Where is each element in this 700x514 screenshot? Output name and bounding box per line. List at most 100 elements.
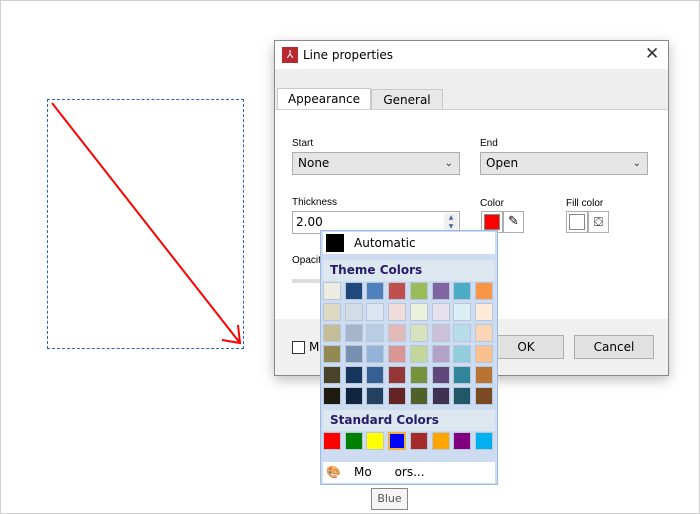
theme-color-swatch[interactable] — [409, 366, 428, 384]
fill-swatch-button[interactable] — [566, 211, 588, 233]
thickness-label: Thickness — [292, 197, 338, 208]
theme-color-swatch[interactable] — [388, 345, 407, 363]
theme-color-swatch[interactable] — [344, 282, 363, 300]
start-value: None — [298, 156, 330, 170]
theme-color-swatch[interactable] — [431, 366, 450, 384]
opacity-label: Opacit — [292, 255, 321, 266]
theme-color-swatch[interactable] — [409, 282, 428, 300]
theme-color-swatch[interactable] — [323, 387, 341, 405]
theme-color-swatch[interactable] — [323, 282, 341, 300]
color-swatch-button[interactable] — [481, 211, 503, 233]
app-icon: ⅄ — [282, 47, 298, 63]
selection-box[interactable] — [47, 99, 244, 349]
theme-color-swatch[interactable] — [431, 282, 450, 300]
theme-color-swatch[interactable] — [366, 387, 385, 405]
start-select[interactable]: None ⌄ — [292, 152, 460, 175]
theme-color-swatch[interactable] — [453, 345, 472, 363]
theme-color-swatch[interactable] — [366, 282, 385, 300]
fill-color-label: Fill color — [566, 198, 604, 209]
tooltip: Blue — [371, 488, 408, 510]
theme-color-swatch[interactable] — [409, 345, 428, 363]
theme-color-swatch[interactable] — [409, 303, 428, 321]
theme-color-swatch[interactable] — [409, 387, 428, 405]
theme-color-swatch[interactable] — [366, 345, 385, 363]
standard-color-swatch[interactable] — [474, 432, 493, 450]
cancel-button[interactable]: Cancel — [574, 335, 654, 359]
current-fill-swatch — [569, 214, 585, 230]
end-select[interactable]: Open ⌄ — [480, 152, 648, 175]
theme-color-swatch[interactable] — [474, 324, 493, 342]
chevron-down-icon: ⌄ — [444, 158, 453, 169]
tab-general[interactable]: General — [371, 89, 443, 109]
theme-color-swatch[interactable] — [431, 345, 450, 363]
more-colors-item[interactable]: 🎨 Mo ors... — [323, 462, 495, 483]
standard-color-swatch[interactable] — [344, 432, 363, 450]
theme-color-swatch[interactable] — [474, 282, 493, 300]
standard-colors-header: Standard Colors — [323, 410, 495, 431]
theme-color-swatch[interactable] — [474, 387, 493, 405]
theme-color-swatch[interactable] — [344, 345, 363, 363]
current-color-swatch — [484, 214, 500, 230]
theme-color-swatch[interactable] — [344, 366, 363, 384]
theme-color-swatch[interactable] — [431, 324, 450, 342]
standard-color-swatch[interactable] — [366, 432, 385, 450]
standard-color-swatch[interactable] — [323, 432, 341, 450]
pencil-icon[interactable]: ✎ — [503, 211, 524, 233]
end-label: End — [480, 138, 498, 149]
standard-color-swatch[interactable] — [453, 432, 472, 450]
palette-icon: 🎨 — [326, 465, 341, 479]
theme-color-swatch[interactable] — [431, 303, 450, 321]
theme-color-swatch[interactable] — [388, 387, 407, 405]
automatic-swatch — [326, 234, 344, 252]
standard-color-swatch[interactable] — [431, 432, 450, 450]
theme-color-swatch[interactable] — [388, 282, 407, 300]
start-label: Start — [292, 138, 314, 149]
theme-color-swatch[interactable] — [388, 324, 407, 342]
chevron-down-icon: ⌄ — [632, 158, 641, 169]
theme-color-swatch[interactable] — [366, 303, 385, 321]
theme-color-swatch[interactable] — [344, 303, 363, 321]
spinner-arrows-icon[interactable]: ▲ ▼ — [444, 213, 458, 232]
checkbox[interactable] — [292, 341, 305, 354]
theme-color-swatch[interactable] — [474, 345, 493, 363]
theme-color-swatch[interactable] — [474, 366, 493, 384]
tab-appearance[interactable]: Appearance — [277, 88, 371, 110]
standard-color-swatch[interactable] — [388, 432, 407, 450]
theme-color-swatch[interactable] — [453, 366, 472, 384]
theme-color-swatch[interactable] — [431, 387, 450, 405]
theme-color-swatch[interactable] — [323, 366, 341, 384]
standard-color-swatch[interactable] — [409, 432, 428, 450]
theme-color-swatch[interactable] — [388, 366, 407, 384]
theme-color-swatch[interactable] — [366, 324, 385, 342]
theme-color-swatch[interactable] — [453, 387, 472, 405]
checkbox-label: M — [309, 340, 320, 354]
theme-color-swatch[interactable] — [323, 324, 341, 342]
automatic-label: Automatic — [354, 236, 416, 250]
ok-button[interactable]: OK — [488, 335, 564, 359]
theme-color-swatch[interactable] — [366, 366, 385, 384]
opacity-slider[interactable] — [292, 279, 332, 283]
theme-color-swatch[interactable] — [344, 324, 363, 342]
title-bar: ⅄ Line properties ✕ — [275, 41, 668, 69]
theme-colors-header: Theme Colors — [323, 260, 495, 281]
dialog-title: Line properties — [303, 48, 394, 62]
thickness-value: 2.00 — [296, 215, 323, 229]
theme-color-swatch[interactable] — [453, 303, 472, 321]
theme-color-swatch[interactable] — [409, 324, 428, 342]
tab-divider — [275, 109, 668, 110]
more-colors-label: Mo ors... — [354, 465, 425, 479]
theme-color-swatch[interactable] — [474, 303, 493, 321]
theme-color-swatch[interactable] — [388, 303, 407, 321]
automatic-color-item[interactable]: Automatic — [323, 232, 495, 254]
end-value: Open — [486, 156, 519, 170]
color-palette-popup: Automatic Theme Colors Standard Colors 🎨… — [320, 230, 498, 485]
theme-color-swatch[interactable] — [453, 324, 472, 342]
paint-bucket-icon[interactable]: ⛋ — [588, 211, 609, 233]
theme-color-swatch[interactable] — [323, 303, 341, 321]
close-icon[interactable]: ✕ — [645, 44, 660, 64]
theme-color-swatch[interactable] — [453, 282, 472, 300]
color-label: Color — [480, 198, 504, 209]
theme-color-swatch[interactable] — [323, 345, 341, 363]
theme-color-swatch[interactable] — [344, 387, 363, 405]
